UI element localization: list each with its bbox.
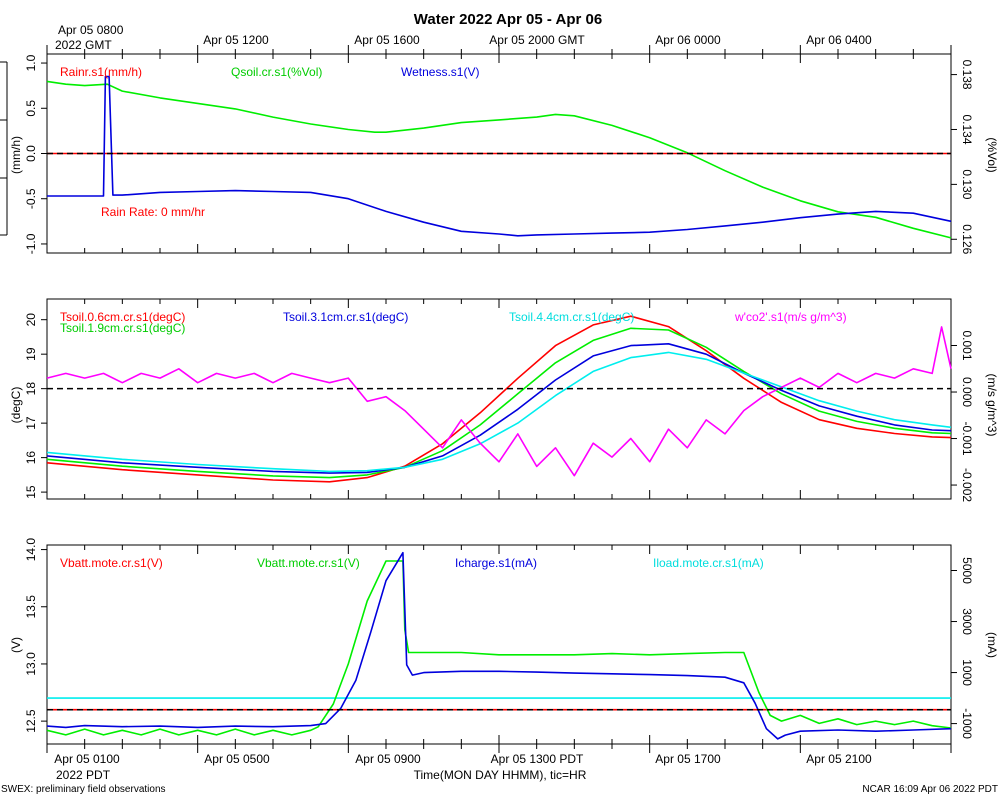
legend-iload: Iload.mote.cr.s1(mA) <box>653 556 764 570</box>
panel-battery-charge: 14.0 13.5 13.0 12.5 5000 3000 1000 -1000 <box>24 538 974 753</box>
series-line-green <box>46 80 952 239</box>
y-tick-label-right: -1000 <box>960 708 974 739</box>
top-axis-label: Apr 05 2000 GMT <box>489 33 585 47</box>
y-tick-label-right: 0.126 <box>960 224 974 254</box>
y-tick-label-right: 0.134 <box>960 114 974 144</box>
annotation-rain-rate: Rain Rate: 0 mm/hr <box>101 205 205 219</box>
ylabel-left-panel3: (V) <box>9 637 23 653</box>
y-tick-label-right: 0.130 <box>960 169 974 199</box>
y-tick-label-left: 13.5 <box>24 595 38 619</box>
legend-wetness: Wetness.s1(V) <box>401 65 479 79</box>
y-tick-label-left: 1.0 <box>24 54 38 71</box>
ylabel-left-panel1: (mm/h) <box>9 136 23 174</box>
y-tick-label-right: 5000 <box>960 557 974 584</box>
ylabel-right-panel1: (%Vol) <box>985 137 999 172</box>
bottom-axis-year: 2022 PDT <box>56 768 111 782</box>
left-margin-bracket <box>0 61 8 236</box>
y-tick-label-right: 0.138 <box>960 60 974 90</box>
legend-vbatt-red: Vbatt.mote.cr.s1(V) <box>60 556 163 570</box>
series-line-green <box>46 560 952 736</box>
y-tick-label-left: 16 <box>24 451 38 465</box>
ylabel-left-panel2: (degC) <box>9 387 23 424</box>
y-tick-label-right: 0.000 <box>960 377 974 407</box>
y-tick-label-left: 14.0 <box>24 538 38 562</box>
legend-wco2: w'co2'.s1(m/s g/m^3) <box>734 310 847 324</box>
top-axis-label: Apr 06 0400 <box>806 33 872 47</box>
ylabel-right-panel2: (m/s g/m^3) <box>985 374 999 437</box>
legend-rainr: Rainr.s1(mm/h) <box>60 65 142 79</box>
x-axis-title: Time(MON DAY HHMM), tic=HR <box>414 768 587 782</box>
top-axis-first-label-line2: 2022 GMT <box>55 38 112 52</box>
y-tick-label-right: -0.001 <box>960 422 974 456</box>
top-axis-first-label-line1: Apr 05 0800 <box>58 23 124 37</box>
series-line-blue <box>46 551 952 740</box>
panel-soil-temperature: 20 19 18 17 16 15 0.001 0.000 -0.001 -0.002 <box>24 298 974 502</box>
y-tick-label-left: 12.5 <box>24 709 38 733</box>
panel-frame <box>46 544 952 745</box>
y-tick-label-left: 15 <box>24 485 38 499</box>
series-line-blue <box>46 342 952 474</box>
legend-tsoil-4-4: Tsoil.4.4cm.cr.s1(degC) <box>509 310 634 324</box>
panel-rain-soil-wetness: 1.0 0.5 0.0 -0.5 -1.0 0.138 0.134 0.130 0.126 <box>24 45 974 255</box>
y-tick-label-left: 13.0 <box>24 652 38 676</box>
y-tick-label-right: 0.001 <box>960 330 974 360</box>
legend-tsoil-1-9: Tsoil.1.9cm.cr.s1(degC) <box>60 321 185 335</box>
bottom-axis-label: Apr 05 0500 <box>204 752 270 766</box>
series-line-blue <box>47 75 952 237</box>
legend-tsoil-0-6: Tsoil.0.6cm.cr.s1(degC) <box>60 310 185 324</box>
legend-icharge: Icharge.s1(mA) <box>455 556 537 570</box>
y-tick-label-left: 0.5 <box>24 100 38 117</box>
bottom-axis-label: Apr 05 0100 <box>54 752 120 766</box>
series-line-red <box>46 315 952 483</box>
ylabel-right-panel3: (mA) <box>985 632 999 658</box>
y-tick-label-right: -0.002 <box>960 468 974 502</box>
y-tick-label-left: 19 <box>24 347 38 361</box>
bottom-axis-label: Apr 05 2100 <box>806 752 872 766</box>
footer-right: NCAR 16:09 Apr 06 2022 PDT <box>862 784 998 795</box>
bottom-axis-label: Apr 05 0900 <box>355 752 421 766</box>
series-line-green <box>46 327 952 479</box>
y-tick-label-right: 3000 <box>960 608 974 635</box>
legend-tsoil-3-1: Tsoil.3.1cm.cr.s1(degC) <box>283 310 408 324</box>
bottom-axis-label: Apr 05 1300 PDT <box>491 752 584 766</box>
y-tick-label-left: 0.0 <box>24 145 38 162</box>
legend-qsoil: Qsoil.cr.s1(%Vol) <box>231 65 322 79</box>
y-tick-label-left: -1.0 <box>24 233 38 254</box>
bottom-axis-label: Apr 05 1700 <box>655 752 721 766</box>
footer-left: SWEX: preliminary field observations <box>1 784 166 795</box>
y-tick-label-left: 20 <box>24 313 38 327</box>
chart-title: Water 2022 Apr 05 - Apr 06 <box>414 11 602 28</box>
series-line-magenta <box>46 326 952 477</box>
y-tick-label-left: -0.5 <box>24 188 38 209</box>
series-line-cyan <box>46 351 952 473</box>
top-axis-label: Apr 05 1600 <box>354 33 420 47</box>
y-tick-label-right: 1000 <box>960 659 974 686</box>
top-axis-label: Apr 05 1200 <box>203 33 269 47</box>
y-tick-label-left: 18 <box>24 382 38 396</box>
top-axis-label: Apr 06 0000 <box>655 33 721 47</box>
legend-vbatt-green: Vbatt.mote.cr.s1(V) <box>257 556 360 570</box>
y-tick-label-left: 17 <box>24 416 38 430</box>
